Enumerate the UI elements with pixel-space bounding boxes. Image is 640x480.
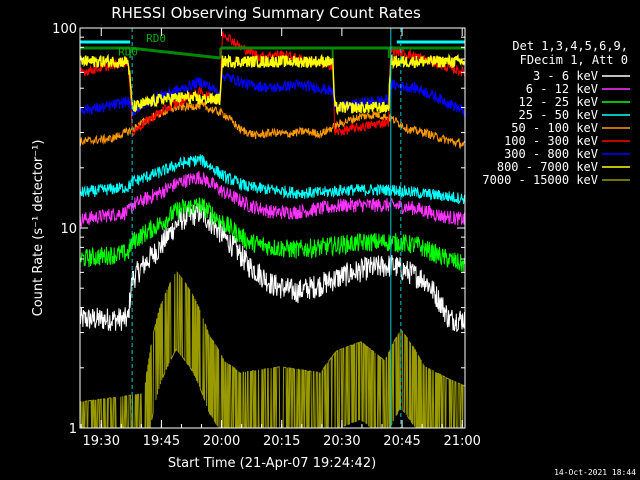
series-3-to-6keV-group [80, 202, 465, 333]
status-layer: RD0 RD0 [80, 28, 465, 428]
series-6-to-12keV-group [80, 171, 465, 228]
annotation-label: RD0 [146, 32, 166, 45]
series-7000-to-15000keV-group [80, 271, 465, 428]
legend-entry-label: 7000 - 15000 keV [482, 173, 598, 187]
legend-entry-label: 50 - 100 keV [511, 121, 598, 135]
legend: Det 1,3,4,5,6,9, FDecim 1, Att 0 3 - 6 k… [482, 39, 630, 187]
series-line [80, 53, 465, 116]
x-tick-label: 21:00 [443, 434, 480, 449]
series-layer [80, 31, 465, 428]
legend-entry-label: 3 - 6 keV [533, 69, 598, 83]
series-line [80, 31, 465, 137]
legend-entry-label: 300 - 800 keV [504, 147, 598, 161]
x-tick-label: 20:15 [263, 434, 300, 449]
annotation-label: RD0 [118, 45, 138, 58]
generated-timestamp: 14-Oct-2021 18:44 [554, 468, 636, 477]
series-300-to-800keV-group [80, 71, 465, 117]
legend-entry-label: 100 - 300 keV [504, 134, 598, 148]
legend-entry-label: 12 - 25 keV [519, 95, 598, 109]
legend-header-line-1: Det 1,3,4,5,6,9, [512, 39, 628, 53]
y-tick-label: 1 [69, 422, 77, 437]
series-line [80, 271, 465, 428]
legend-entry-label: 800 - 7000 keV [497, 160, 598, 174]
series-line [80, 171, 465, 228]
x-tick-label: 19:30 [83, 434, 120, 449]
series-line [80, 71, 465, 117]
chart-title: RHESSI Observing Summary Count Rates [111, 4, 421, 22]
y-tick-label: 100 [52, 22, 77, 37]
series-line [80, 101, 465, 150]
status-line-segment [129, 46, 221, 60]
x-tick-label: 20:45 [383, 434, 420, 449]
series-line [80, 154, 465, 205]
y-axis-label: Count Rate (s⁻¹ detector⁻¹) [31, 140, 46, 317]
legend-entry-label: 25 - 50 keV [519, 108, 598, 122]
x-tick-label: 20:30 [323, 434, 360, 449]
x-tick-label: 19:45 [143, 434, 180, 449]
legend-entry-label: 6 - 12 keV [526, 82, 598, 96]
x-tick-label: 20:00 [203, 434, 240, 449]
series-25-to-50keV-group [80, 154, 465, 205]
series-line [80, 202, 465, 333]
y-tick-label: 10 [60, 222, 77, 237]
ticks-layer: 19:30 19:45 20:00 20:15 20:30 20:45 21:00 1 10 10… [52, 22, 481, 449]
legend-header-line-2: FDecim 1, Att 0 [520, 53, 628, 67]
x-axis-label: Start Time (21-Apr-07 19:24:42) [168, 456, 376, 471]
